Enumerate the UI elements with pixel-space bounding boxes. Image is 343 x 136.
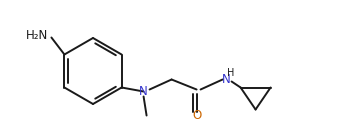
- Text: O: O: [192, 109, 201, 122]
- Text: N: N: [222, 73, 231, 86]
- Text: H: H: [227, 67, 234, 78]
- Text: H₂N: H₂N: [26, 29, 48, 42]
- Text: N: N: [139, 85, 148, 98]
